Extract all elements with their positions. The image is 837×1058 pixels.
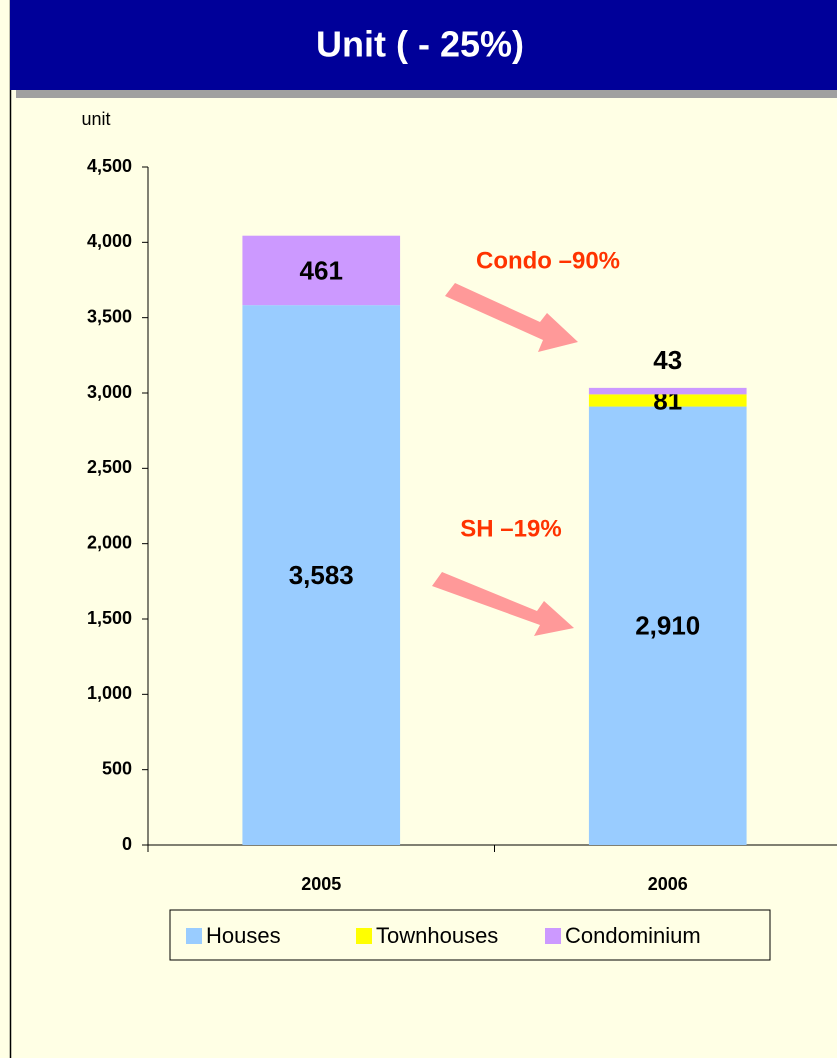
legend-box: [169, 909, 771, 961]
y-tick-label: 2,000: [87, 532, 132, 552]
data-label: 43: [653, 345, 682, 375]
data-label: 2,910: [635, 611, 700, 641]
legend-label: Condominium: [565, 923, 701, 948]
y-tick-label: 1,500: [87, 608, 132, 628]
y-tick-label: 2,500: [87, 457, 132, 477]
y-tick-label: 3,500: [87, 306, 132, 326]
y-tick-label: 1,000: [87, 683, 132, 703]
x-tick-label: 2006: [648, 874, 688, 894]
chart-title: Unit ( - 25%): [316, 24, 524, 65]
y-tick-label: 0: [122, 834, 132, 854]
title-bar: [10, 0, 837, 90]
legend-label: Townhouses: [376, 923, 498, 948]
data-label: 3,583: [289, 560, 354, 590]
legend-swatch: [356, 928, 372, 944]
bar-segment: [588, 406, 747, 845]
bar-segment: [588, 387, 747, 395]
x-tick-label: 2005: [301, 874, 341, 894]
bar-segment: [588, 394, 747, 407]
y-tick-label: 4,500: [87, 156, 132, 176]
bar-segment: [242, 235, 401, 306]
legend-swatch: [186, 928, 202, 944]
y-axis-label: unit: [81, 109, 110, 129]
arrow: [445, 283, 578, 352]
y-tick-label: 4,000: [87, 231, 132, 251]
y-tick-label: 500: [102, 758, 132, 778]
legend-swatch: [545, 928, 561, 944]
data-label: 461: [300, 255, 343, 285]
bar-segment: [242, 305, 401, 845]
annotation: SH –19%: [460, 515, 561, 542]
arrow: [432, 572, 574, 636]
y-tick-label: 3,000: [87, 382, 132, 402]
annotation: Condo –90%: [476, 247, 620, 274]
legend-label: Houses: [206, 923, 281, 948]
